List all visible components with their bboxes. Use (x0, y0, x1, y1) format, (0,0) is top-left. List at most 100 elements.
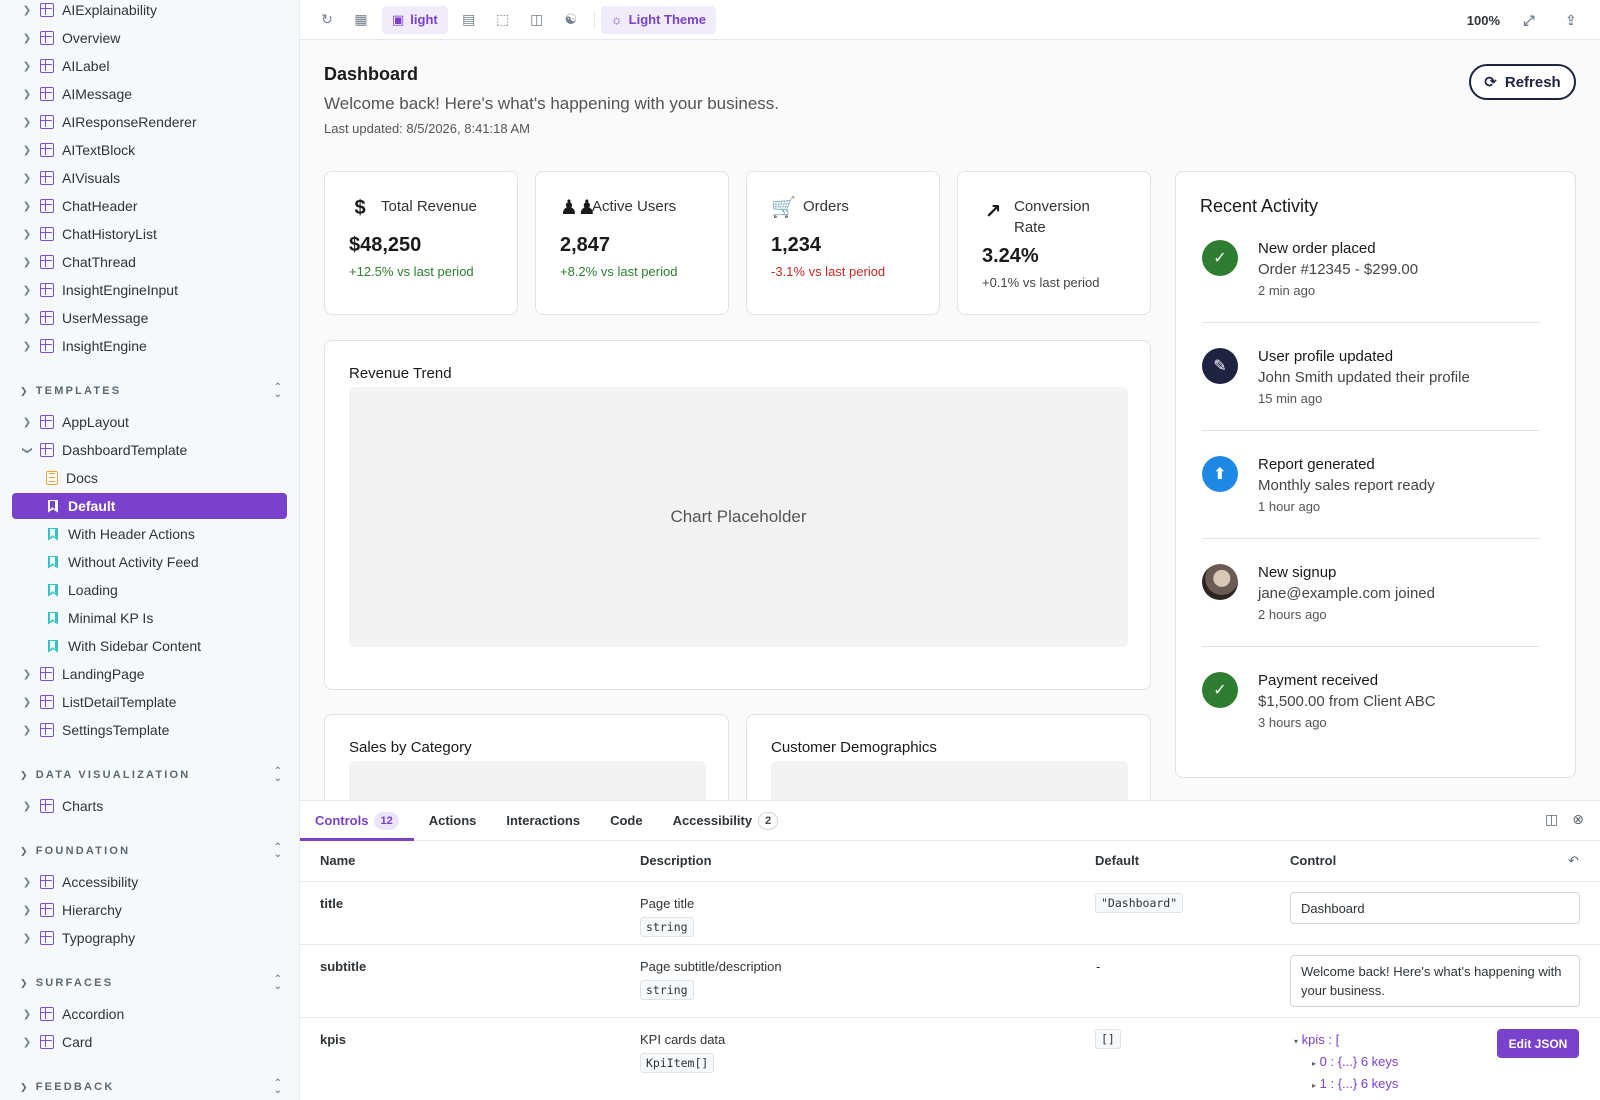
expand-collapse-icon[interactable]: ⌃ ⌄ (273, 1078, 282, 1096)
revenue-trend-card: Revenue Trend Chart Placeholder (324, 340, 1151, 690)
bookmark-icon (48, 555, 58, 569)
reset-icon[interactable]: ↶ (1568, 853, 1579, 868)
tree-item-typography[interactable]: ❯ Typography (12, 925, 287, 951)
subtitle-textarea[interactable]: Welcome back! Here's what's happening wi… (1290, 955, 1580, 1007)
tree-item-chatheader[interactable]: ❯ ChatHeader (12, 193, 287, 219)
grid-icon[interactable]: ▦ (354, 11, 368, 27)
accessibility-icon[interactable]: ☯ (564, 11, 578, 27)
tree-item-insightengineinput[interactable]: ❯ InsightEngineInput (12, 277, 287, 303)
activity-divider (1202, 538, 1540, 539)
edit-json-button[interactable]: Edit JSON (1497, 1029, 1579, 1058)
tree-item-default[interactable]: Default (12, 493, 287, 519)
expand-collapse-icon[interactable]: ⌃ ⌄ (273, 974, 282, 992)
tree-item-usermessage[interactable]: ❯ UserMessage (12, 305, 287, 331)
section-surfaces[interactable]: ❯ SURFACES ⌃ ⌄ (20, 972, 282, 994)
section-data-visualization[interactable]: ❯ DATA VISUALIZATION ⌃ ⌄ (20, 764, 282, 786)
tree-item-landingpage[interactable]: ❯ LandingPage (12, 661, 287, 687)
tree-item-label: ChatHeader (62, 198, 138, 214)
tree-item-label: AILabel (62, 58, 110, 74)
reload-icon[interactable]: ↻ (321, 11, 333, 27)
tree-item-label: InsightEngine (62, 338, 147, 354)
expand-collapse-icon[interactable]: ⌃ ⌄ (273, 766, 282, 784)
section-foundation[interactable]: ❯ FOUNDATION ⌃ ⌄ (20, 840, 282, 862)
panel-orientation-icon[interactable]: ◫ (1545, 811, 1559, 827)
kpi-change: +0.1% vs last period (982, 275, 1100, 290)
tree-item-accordion[interactable]: ❯ Accordion (12, 1001, 287, 1027)
tree-item-with-header-actions[interactable]: With Header Actions (12, 521, 287, 547)
tree-item-chathistorylist[interactable]: ❯ ChatHistoryList (12, 221, 287, 247)
tree-item-label: LandingPage (62, 666, 145, 682)
tree-item-airesponserenderer[interactable]: ❯ AIResponseRenderer (12, 109, 287, 135)
refresh-label: Refresh (1504, 73, 1561, 91)
section-feedback[interactable]: ❯ FEEDBACK ⌃ ⌄ (20, 1076, 282, 1098)
tree-item-dashboardtemplate[interactable]: ❯ DashboardTemplate (12, 437, 287, 463)
arg-default: "Dashboard" (1095, 893, 1184, 913)
tree-item-without-activity-feed[interactable]: Without Activity Feed (12, 549, 287, 575)
toolbar-divider (593, 9, 595, 30)
tab-code[interactable]: Code (610, 801, 643, 841)
tab-interactions[interactable]: Interactions (506, 801, 580, 841)
tree-item-aivisuals[interactable]: ❯ AIVisuals (12, 165, 287, 191)
expand-collapse-icon[interactable]: ⌃ ⌄ (273, 382, 282, 400)
chevron-down-icon: ❯ (20, 385, 30, 396)
activity-item: ✓ New order placed Order #12345 - $299.0… (1202, 240, 1540, 346)
background-label: light (410, 12, 438, 27)
viewport-icon[interactable]: ▤ (462, 11, 476, 27)
component-icon (40, 59, 54, 73)
chevron-right-icon: ❯ (22, 1008, 32, 1020)
close-icon[interactable]: ⊗ (1572, 811, 1584, 827)
tree-item-settingstemplate[interactable]: ❯ SettingsTemplate (12, 717, 287, 743)
tree-item-applayout[interactable]: ❯ AppLayout (12, 409, 287, 435)
tree-item-insightengine[interactable]: ❯ InsightEngine (12, 333, 287, 359)
tree-item-with-sidebar-content[interactable]: With Sidebar Content (12, 633, 287, 659)
tree-item-aimessage[interactable]: ❯ AIMessage (12, 81, 287, 107)
zoom-level[interactable]: 100% (1466, 12, 1500, 28)
theme-toggle[interactable]: ☼ Light Theme (600, 5, 716, 34)
tree-item-loading[interactable]: Loading (12, 577, 287, 603)
activity-divider (1202, 430, 1540, 431)
tab-actions[interactable]: Actions (429, 801, 477, 841)
outline-icon[interactable]: ⬚ (496, 11, 510, 27)
tab-controls[interactable]: Controls 12 (300, 801, 414, 841)
activity-item-time: 1 hour ago (1258, 499, 1321, 514)
tree-item-label: Charts (62, 798, 104, 814)
panel-title: Revenue Trend (349, 365, 452, 382)
tab-badge: 12 (374, 811, 399, 830)
tree-item-minimal-kpis[interactable]: Minimal KP Is (12, 605, 287, 631)
title-input[interactable]: Dashboard (1290, 892, 1580, 924)
tree-item-hierarchy[interactable]: ❯ Hierarchy (12, 897, 287, 923)
tree-item-listdetailtemplate[interactable]: ❯ ListDetailTemplate (12, 689, 287, 715)
tree-item-overview[interactable]: ❯ Overview (12, 25, 287, 51)
kpi-value: 2,847 (560, 234, 611, 256)
tree-item-docs[interactable]: Docs (12, 465, 287, 491)
check-icon: ✓ (1202, 240, 1238, 276)
addons-panel: Controls 12 Actions Interactions Code Acc… (300, 800, 1600, 1100)
tree-item-chatthread[interactable]: ❯ ChatThread (12, 249, 287, 275)
tree-item-ailabel[interactable]: ❯ AILabel (12, 53, 287, 79)
kpi-change: +12.5% vs last period (349, 264, 474, 279)
json-tree-item[interactable]: ▸ 0 : {...} 6 keys (1312, 1054, 1398, 1069)
tree-item-card[interactable]: ❯ Card (12, 1029, 287, 1055)
chevron-right-icon: ❯ (22, 228, 32, 240)
section-templates[interactable]: ❯ TEMPLATES ⌃ ⌄ (20, 380, 282, 402)
tree-item-accessibility[interactable]: ❯ Accessibility (12, 869, 287, 895)
arg-description: Page title string (640, 896, 694, 937)
row-divider (300, 1017, 1600, 1018)
refresh-button[interactable]: ⟳ Refresh (1469, 64, 1576, 100)
measure-icon[interactable]: ◫ (530, 11, 544, 27)
tree-item-charts[interactable]: ❯ Charts (12, 793, 287, 819)
tree-item-aitextblock[interactable]: ❯ AITextBlock (12, 137, 287, 163)
activity-item-title: New signup (1258, 564, 1337, 581)
background-toggle[interactable]: ▣ light (382, 5, 448, 34)
row-divider (300, 944, 1600, 945)
json-tree-root[interactable]: ▾ kpis : [ (1294, 1032, 1339, 1047)
tree-item-label: Accordion (62, 1006, 125, 1022)
tree-item-aiexplainability[interactable]: ❯ AIExplainability (12, 0, 287, 23)
json-tree-item[interactable]: ▸ 1 : {...} 6 keys (1312, 1076, 1398, 1091)
share-icon[interactable]: ⇪ (1565, 11, 1577, 28)
tab-accessibility[interactable]: Accessibility 2 (673, 801, 779, 841)
expand-collapse-icon[interactable]: ⌃ ⌄ (273, 842, 282, 860)
fullscreen-icon[interactable]: ⤢ (1523, 11, 1535, 28)
bookmark-icon (48, 583, 58, 597)
trending-up-icon: ↗ (984, 201, 1002, 223)
